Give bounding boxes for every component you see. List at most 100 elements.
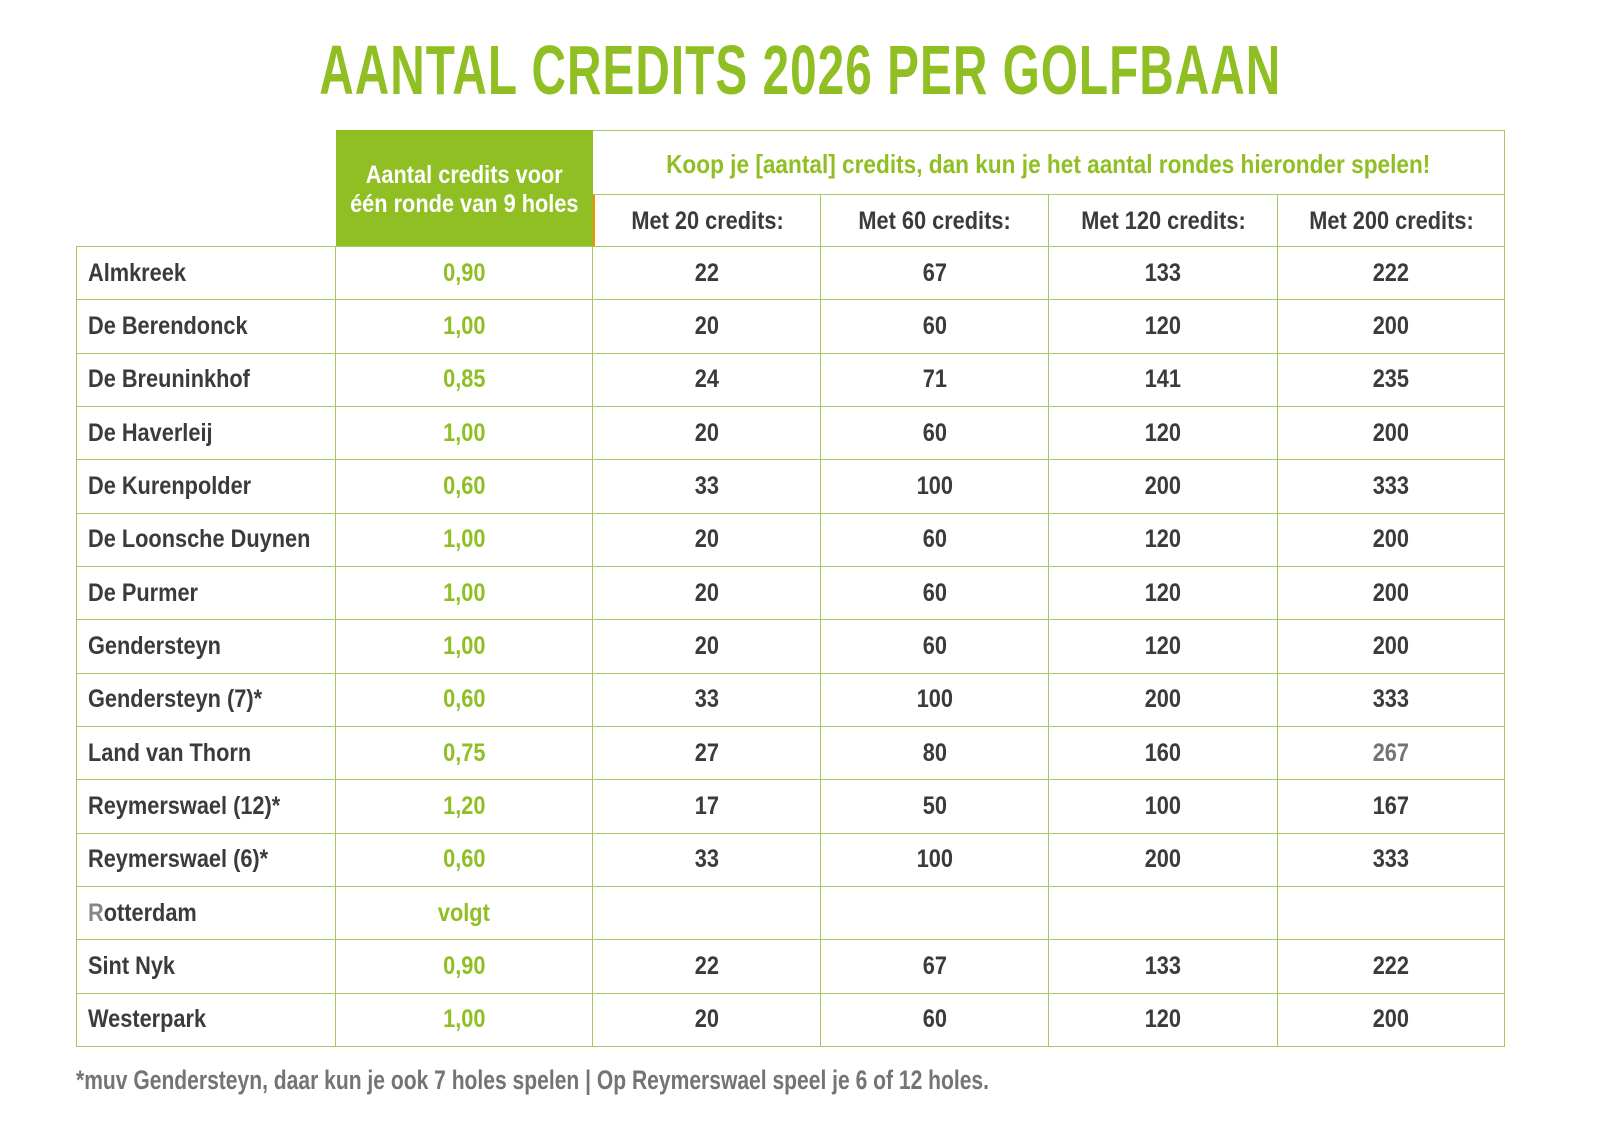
- rounds-cell: 24: [593, 353, 821, 407]
- rounds-cell: 20: [593, 513, 821, 567]
- rounds-cell: 60: [821, 566, 1049, 621]
- rounds-cell: 141: [1049, 353, 1278, 407]
- credits-per-round-cell: 0,85: [336, 353, 593, 407]
- rounds-cell: 60: [821, 620, 1049, 674]
- credits-per-round-cell: 0,60: [336, 833, 593, 887]
- rounds-cell: 71: [821, 353, 1049, 407]
- credits-per-round-header-line1: Aantal credits voor: [365, 161, 563, 189]
- rounds-cell: 100: [821, 833, 1049, 887]
- rounds-cell: 100: [821, 673, 1049, 727]
- course-name-cell: De Haverleij: [76, 406, 336, 461]
- course-name-cell: Reymerswael (6)*: [76, 833, 336, 887]
- rounds-cell: 120: [1049, 300, 1278, 354]
- rounds-cell: 222: [1278, 940, 1505, 994]
- rounds-cell: 20: [593, 406, 821, 461]
- met-60-credits-header-text: Met 60 credits:: [858, 206, 1011, 235]
- met-200-credits-header: Met 200 credits:: [1278, 195, 1505, 247]
- rounds-cell: 200: [1049, 460, 1278, 514]
- rounds-cell: 60: [821, 300, 1049, 354]
- rounds-cell: 17: [593, 780, 821, 834]
- rounds-cell: 267: [1278, 726, 1505, 781]
- rounds-cell: 333: [1278, 460, 1505, 514]
- credits-per-round-header: Aantal credits voor één ronde van 9 hole…: [336, 130, 593, 247]
- rounds-cell: 200: [1049, 833, 1278, 887]
- rounds-cell: 60: [821, 406, 1049, 461]
- rounds-cell: 167: [1278, 780, 1505, 834]
- rounds-cell: [1049, 886, 1278, 941]
- rounds-cell: 80: [821, 726, 1049, 781]
- credits-per-round-cell: 1,00: [336, 300, 593, 354]
- rounds-cell: 22: [593, 247, 821, 301]
- rounds-cell: 60: [821, 513, 1049, 567]
- rounds-cell: 67: [821, 247, 1049, 301]
- rounds-cell: 33: [593, 833, 821, 887]
- course-name-first-letter: R: [88, 898, 104, 927]
- buy-credits-span-header: Koop je [aantal] credits, dan kun je het…: [593, 130, 1505, 195]
- rounds-cell: 200: [1049, 673, 1278, 727]
- course-name-cell: Gendersteyn: [76, 620, 336, 674]
- course-name-cell: De Breuninkhof: [76, 353, 336, 407]
- credits-per-round-cell: 1,20: [336, 780, 593, 834]
- course-name-cell: De Purmer: [76, 566, 336, 621]
- course-name-cell: Reymerswael (12)*: [76, 780, 336, 834]
- credits-per-round-cell: 0,90: [336, 940, 593, 994]
- met-20-credits-header: Met 20 credits:: [593, 195, 821, 247]
- credits-per-round-cell: 0,60: [336, 673, 593, 727]
- met-120-credits-header-text: Met 120 credits:: [1080, 206, 1246, 235]
- rounds-cell: 50: [821, 780, 1049, 834]
- rounds-cell: 60: [821, 993, 1049, 1047]
- met-60-credits-header: Met 60 credits:: [821, 195, 1049, 247]
- course-name-cell: Sint Nyk: [76, 940, 336, 994]
- rounds-cell: 20: [593, 566, 821, 621]
- rounds-cell: 200: [1278, 566, 1505, 621]
- credits-per-round-header-line2: één ronde van 9 holes: [350, 190, 579, 218]
- credits-per-round-cell: 1,00: [336, 513, 593, 567]
- rounds-cell: 22: [593, 940, 821, 994]
- rounds-cell: 100: [821, 460, 1049, 514]
- credits-per-round-cell: 1,00: [336, 566, 593, 621]
- credits-per-round-cell: volgt: [336, 886, 593, 941]
- rounds-cell: 160: [1049, 726, 1278, 781]
- rounds-cell: 200: [1278, 993, 1505, 1047]
- rounds-cell: 133: [1049, 247, 1278, 301]
- rounds-cell: 120: [1049, 406, 1278, 461]
- rounds-cell: 120: [1049, 513, 1278, 567]
- credits-per-round-cell: 0,75: [336, 726, 593, 781]
- course-name-cell: Rotterdam: [76, 886, 336, 941]
- rounds-cell: 200: [1278, 300, 1505, 354]
- rounds-cell: 67: [821, 940, 1049, 994]
- rounds-cell: 333: [1278, 673, 1505, 727]
- rounds-cell: 133: [1049, 940, 1278, 994]
- course-name-cell: Westerpark: [76, 993, 336, 1047]
- credits-per-round-cell: 1,00: [336, 993, 593, 1047]
- rounds-cell: 200: [1278, 620, 1505, 674]
- rounds-cell: 100: [1049, 780, 1278, 834]
- rounds-cell: [821, 886, 1049, 941]
- rounds-cell: 333: [1278, 833, 1505, 887]
- course-name-cell: De Kurenpolder: [76, 460, 336, 514]
- rounds-cell: 222: [1278, 247, 1505, 301]
- buy-credits-span-header-text: Koop je [aantal] credits, dan kun je het…: [666, 149, 1431, 179]
- rounds-cell: 33: [593, 460, 821, 514]
- rounds-cell: [593, 886, 821, 941]
- credits-table: Aantal credits voor één ronde van 9 hole…: [76, 130, 1505, 1047]
- rounds-cell: 120: [1049, 993, 1278, 1047]
- course-name-cell: Almkreek: [76, 247, 336, 301]
- rounds-cell: 200: [1278, 406, 1505, 461]
- rounds-cell: 235: [1278, 353, 1505, 407]
- course-name-cell: De Loonsche Duynen: [76, 513, 336, 567]
- met-120-credits-header: Met 120 credits:: [1049, 195, 1278, 247]
- rounds-cell: 33: [593, 673, 821, 727]
- course-name-cell: Gendersteyn (7)*: [76, 673, 336, 727]
- page-title: AANTAL CREDITS 2026 PER GOLFBAAN: [0, 33, 1600, 107]
- rounds-cell: 20: [593, 300, 821, 354]
- credits-per-round-cell: 1,00: [336, 406, 593, 461]
- rounds-cell: 120: [1049, 620, 1278, 674]
- rounds-cell: 20: [593, 993, 821, 1047]
- rounds-cell: 27: [593, 726, 821, 781]
- footnote-text: *muv Gendersteyn, daar kun je ook 7 hole…: [76, 1065, 990, 1095]
- page-title-text: AANTAL CREDITS 2026 PER GOLFBAAN: [318, 31, 1281, 109]
- met-20-credits-header-text: Met 20 credits:: [631, 206, 784, 235]
- rounds-cell: 200: [1278, 513, 1505, 567]
